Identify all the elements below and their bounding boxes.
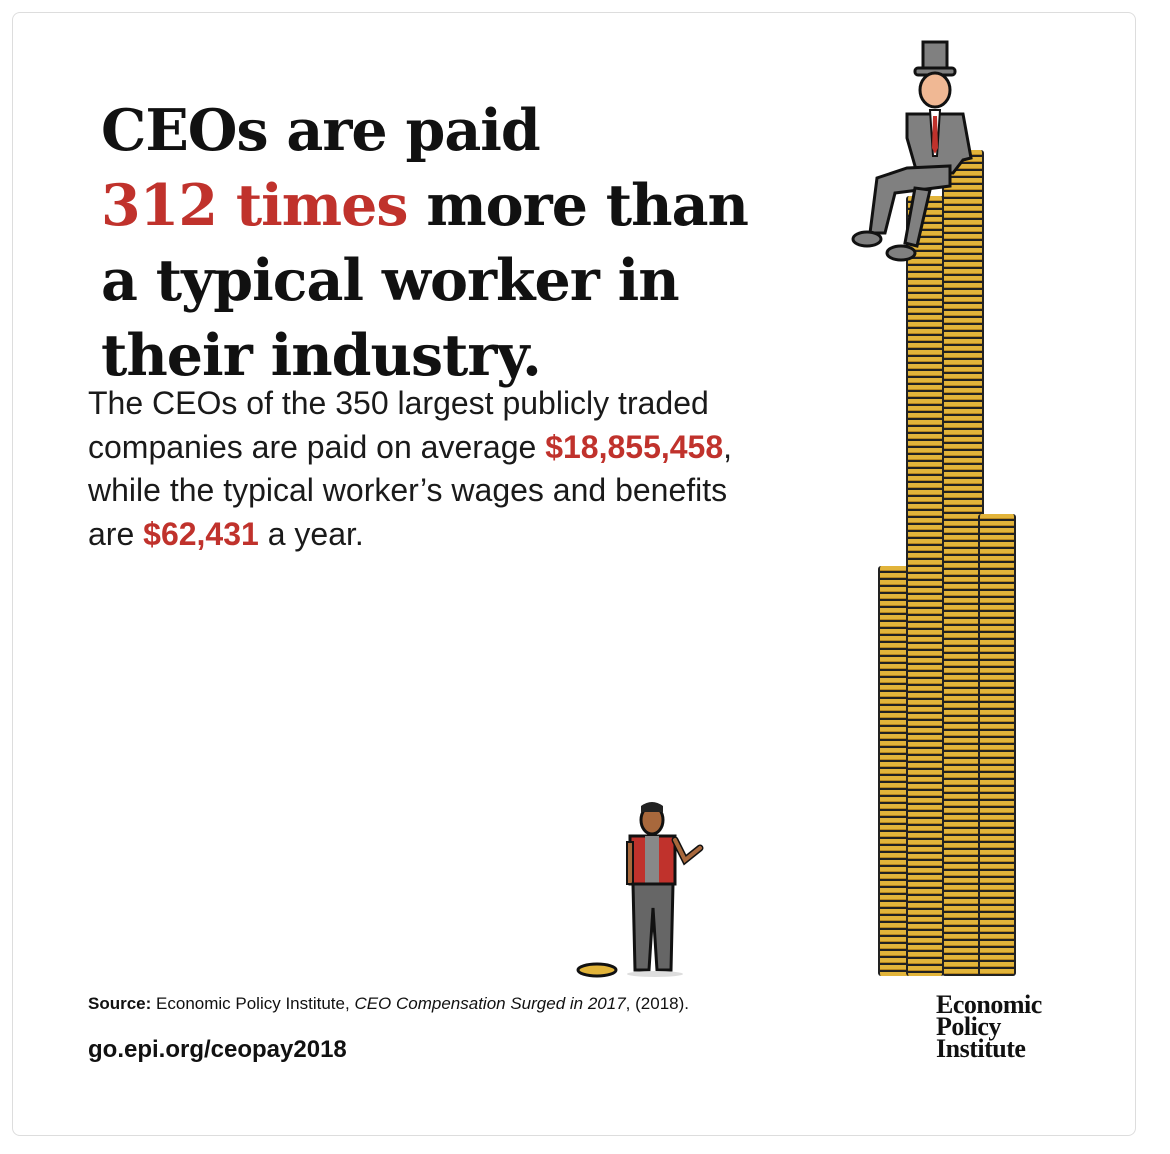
ceo-illustration-icon (851, 40, 973, 262)
source-url[interactable]: go.epi.org/ceopay2018 (88, 1036, 347, 1063)
coin-stack-3 (942, 150, 984, 976)
ceo-pay: $18,855,458 (545, 428, 724, 465)
coin-stack-2 (906, 196, 944, 976)
logo-line2: Policy (936, 1012, 1001, 1041)
body-part3: a year. (258, 515, 364, 552)
source-label: Source: (88, 994, 152, 1013)
body-text: The CEOs of the 350 largest publicly tra… (88, 382, 768, 556)
body-part2: , while the typical worker’s wages and b… (88, 428, 733, 552)
worker-pay: $62,431 (143, 515, 259, 552)
logo-line1: Economic (936, 990, 1042, 1019)
headline-line1: CEOs are paid (101, 97, 541, 164)
epi-logo: Economic Policy Institute (936, 990, 1042, 1063)
headline-highlight: 312 times (101, 172, 408, 239)
logo-line3: Institute (936, 1034, 1026, 1063)
worker-illustration-icon (576, 802, 704, 978)
source-year: , (2018). (625, 994, 689, 1013)
source-title: CEO Compensation Surged in 2017 (354, 994, 626, 1013)
headline-rest: more than a typical worker in their indu… (101, 172, 749, 389)
source-text: Economic Policy Institute, (151, 994, 355, 1013)
headline: CEOs are paid 312 times more than a typic… (101, 93, 801, 393)
source-citation: Source: Economic Policy Institute, CEO C… (88, 994, 689, 1014)
coin-stack-4 (978, 514, 1016, 976)
body-part1: The CEOs of the 350 largest publicly tra… (88, 385, 709, 465)
